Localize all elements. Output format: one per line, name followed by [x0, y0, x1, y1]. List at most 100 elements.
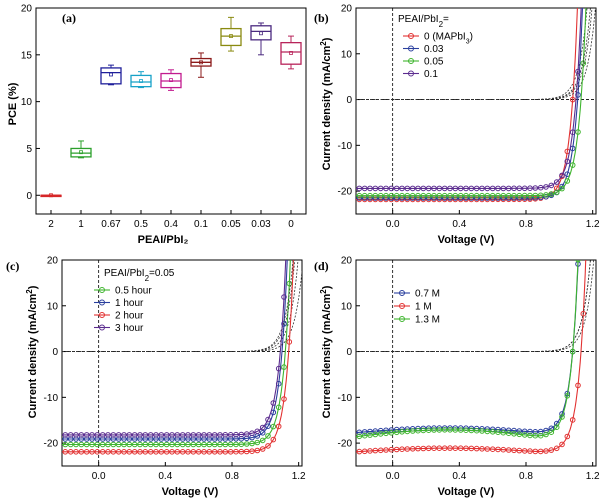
data-point — [548, 182, 555, 189]
data-point — [270, 400, 277, 406]
panel-a-box-plot: (a) PCE (%) PEAI/PbI₂ 0 5 10 15 20 2 1 0.67 0.5 0… — [7, 4, 307, 246]
box-mean — [79, 150, 83, 155]
panel-b-ytick-label: -20 — [338, 187, 353, 198]
data-point — [431, 185, 437, 192]
data-point — [217, 449, 223, 455]
data-point — [399, 446, 405, 453]
data-point — [153, 441, 159, 448]
data-point — [185, 449, 191, 455]
data-point — [569, 417, 576, 423]
panel-c-curves — [62, 260, 302, 455]
panel-c-label: (c) — [6, 259, 19, 273]
data-point — [452, 427, 459, 433]
panel-a-xtick-label: 0 — [288, 219, 294, 230]
legend-label: 1.3 M — [415, 315, 440, 326]
legend-marker — [408, 45, 414, 52]
data-point — [238, 448, 245, 455]
data-point — [249, 430, 255, 437]
light-curve-0 (MAPbI₃) — [356, 8, 578, 200]
data-point — [553, 189, 560, 196]
data-point — [505, 430, 512, 437]
data-point — [356, 185, 363, 192]
panel-c-legend-title: PEAI/PbI2=0.05 — [104, 268, 175, 283]
panel-b-legend-title: PEAI/PbI2= — [398, 14, 449, 29]
panel-d-jv-curves: (d) Current density (mA/cm2) Voltage (V)… — [314, 256, 600, 499]
dark-curve-1.3 M — [356, 260, 591, 352]
data-point — [227, 432, 234, 438]
data-point — [516, 431, 523, 438]
panel-a-xtick-label: 0.5 — [134, 219, 148, 230]
data-point — [457, 192, 464, 199]
legend-entry-2 hour: 2 hour — [94, 311, 144, 322]
data-point — [206, 432, 213, 438]
data-point — [441, 427, 448, 433]
data-point — [99, 432, 106, 438]
legend-entry-1 hour: 1 hour — [94, 298, 144, 309]
data-point — [505, 185, 512, 192]
data-point — [527, 428, 533, 435]
data-point — [254, 447, 261, 454]
legend-entry-1 M: 1 M — [394, 302, 432, 313]
data-point — [516, 447, 523, 454]
panel-b-xtick-label: 0.4 — [452, 219, 466, 230]
data-point — [548, 429, 555, 436]
data-point — [553, 424, 560, 431]
data-point — [281, 396, 287, 402]
light-curve-3 hour — [62, 260, 287, 436]
data-point — [457, 427, 464, 433]
data-point — [206, 441, 213, 448]
data-point — [115, 441, 122, 448]
box-mean — [169, 78, 173, 82]
data-point — [463, 445, 469, 452]
data-point — [153, 449, 159, 455]
data-point — [265, 433, 271, 439]
dark-curve-0.1 — [356, 8, 591, 100]
data-point — [537, 192, 544, 199]
data-point — [233, 436, 239, 442]
data-point — [169, 449, 175, 455]
data-point — [126, 432, 133, 438]
data-point — [372, 431, 379, 438]
box-0.5 — [130, 71, 152, 89]
data-point — [569, 129, 576, 135]
data-point — [356, 433, 363, 440]
dark-curve-0.05 — [356, 8, 596, 100]
dark-curve-0.03 — [356, 8, 593, 100]
panel-d-label: (d) — [314, 259, 329, 273]
data-point — [521, 192, 528, 199]
data-point — [569, 162, 576, 168]
legend-marker — [399, 303, 405, 309]
data-point — [537, 184, 544, 191]
data-point — [409, 192, 416, 199]
data-point — [201, 441, 207, 448]
panel-b-ylabel: Current density (mA/cm2) — [319, 37, 334, 170]
data-point — [521, 432, 528, 438]
data-point — [195, 441, 202, 448]
data-point — [105, 449, 111, 455]
data-point — [361, 185, 368, 192]
data-point — [62, 432, 69, 438]
legend-marker — [408, 70, 414, 77]
panel-d-xtick-label: 0.8 — [519, 471, 533, 482]
panel-b-xtick-label: 1.2 — [586, 219, 600, 230]
panel-c-ytick-label: -10 — [44, 393, 59, 404]
panel-a-xtick-label: 0.67 — [101, 219, 121, 230]
data-point — [473, 192, 480, 199]
data-point — [377, 192, 384, 199]
data-point — [142, 441, 149, 448]
data-point — [217, 441, 223, 448]
box-mean — [199, 60, 203, 65]
data-point — [131, 449, 138, 455]
data-point — [521, 185, 528, 192]
data-point — [425, 185, 432, 192]
panel-c-ylabel: Current density (mA/cm2) — [25, 285, 40, 418]
data-point — [521, 448, 528, 454]
data-point — [484, 192, 491, 199]
panel-b-jv-curves: (b) Current density (mA/cm2) Voltage (V)… — [314, 4, 600, 247]
data-point — [147, 449, 154, 455]
data-point — [388, 430, 395, 436]
dark-curve-0 (MAPbI₃) — [356, 8, 588, 100]
data-point — [383, 430, 389, 437]
data-point — [142, 449, 149, 455]
